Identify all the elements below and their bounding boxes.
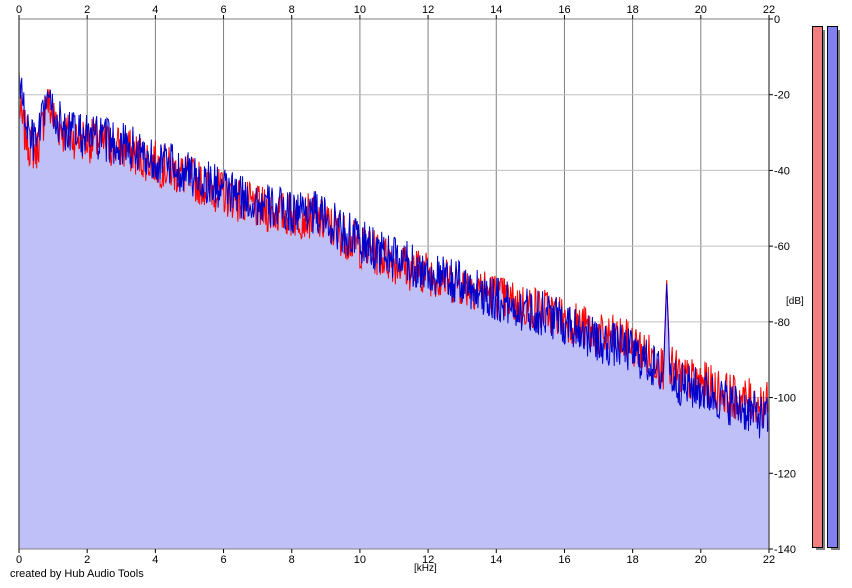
y-tick-label: -40 — [774, 165, 790, 177]
x-tick-label-top: 4 — [152, 4, 158, 16]
x-axis-label: [kHz] — [414, 563, 437, 574]
x-tick-label-bottom: 14 — [490, 554, 502, 566]
y-tick-label: -80 — [774, 317, 790, 329]
y-tick-label: -20 — [774, 90, 790, 102]
axes — [18, 15, 773, 553]
x-tick-label-top: 22 — [763, 4, 775, 16]
x-tick-label-top: 10 — [354, 4, 366, 16]
y-tick-label: 0 — [774, 14, 780, 26]
footer-credit: created by Hub Audio Tools — [10, 568, 144, 580]
x-tick-label-bottom: 22 — [763, 554, 775, 566]
x-tick-label-top: 6 — [220, 4, 226, 16]
x-tick-label-bottom: 4 — [152, 554, 158, 566]
y-axis-label: [dB] — [786, 296, 804, 307]
x-tick-label-bottom: 6 — [220, 554, 226, 566]
y-tick-label: -120 — [774, 468, 796, 480]
x-tick-label-top: 18 — [627, 4, 639, 16]
x-tick-label-top: 14 — [490, 4, 502, 16]
x-tick-label-bottom: 20 — [695, 554, 707, 566]
level-meter-right — [827, 26, 840, 550]
y-tick-label: -140 — [774, 544, 796, 556]
x-tick-label-top: 2 — [84, 4, 90, 16]
y-tick-label: -100 — [774, 393, 796, 405]
x-tick-label-bottom: 10 — [354, 554, 366, 566]
x-tick-label-top: 0 — [16, 4, 22, 16]
x-tick-label-bottom: 2 — [84, 554, 90, 566]
x-tick-label-top: 12 — [422, 4, 434, 16]
tick-labels: 002244668810101212141416161818202022220-… — [16, 4, 796, 566]
x-tick-label-bottom: 12 — [422, 554, 434, 566]
series-line-right — [18, 70, 770, 439]
y-tick-label: -60 — [774, 241, 790, 253]
x-tick-label-top: 20 — [695, 4, 707, 16]
x-tick-label-bottom: 18 — [627, 554, 639, 566]
x-tick-label-bottom: 0 — [16, 554, 22, 566]
level-meter-left — [812, 26, 825, 550]
x-tick-label-top: 16 — [558, 4, 570, 16]
series-lines — [18, 70, 770, 439]
x-tick-label-bottom: 16 — [558, 554, 570, 566]
x-tick-label-top: 8 — [289, 4, 295, 16]
x-tick-label-bottom: 8 — [289, 554, 295, 566]
